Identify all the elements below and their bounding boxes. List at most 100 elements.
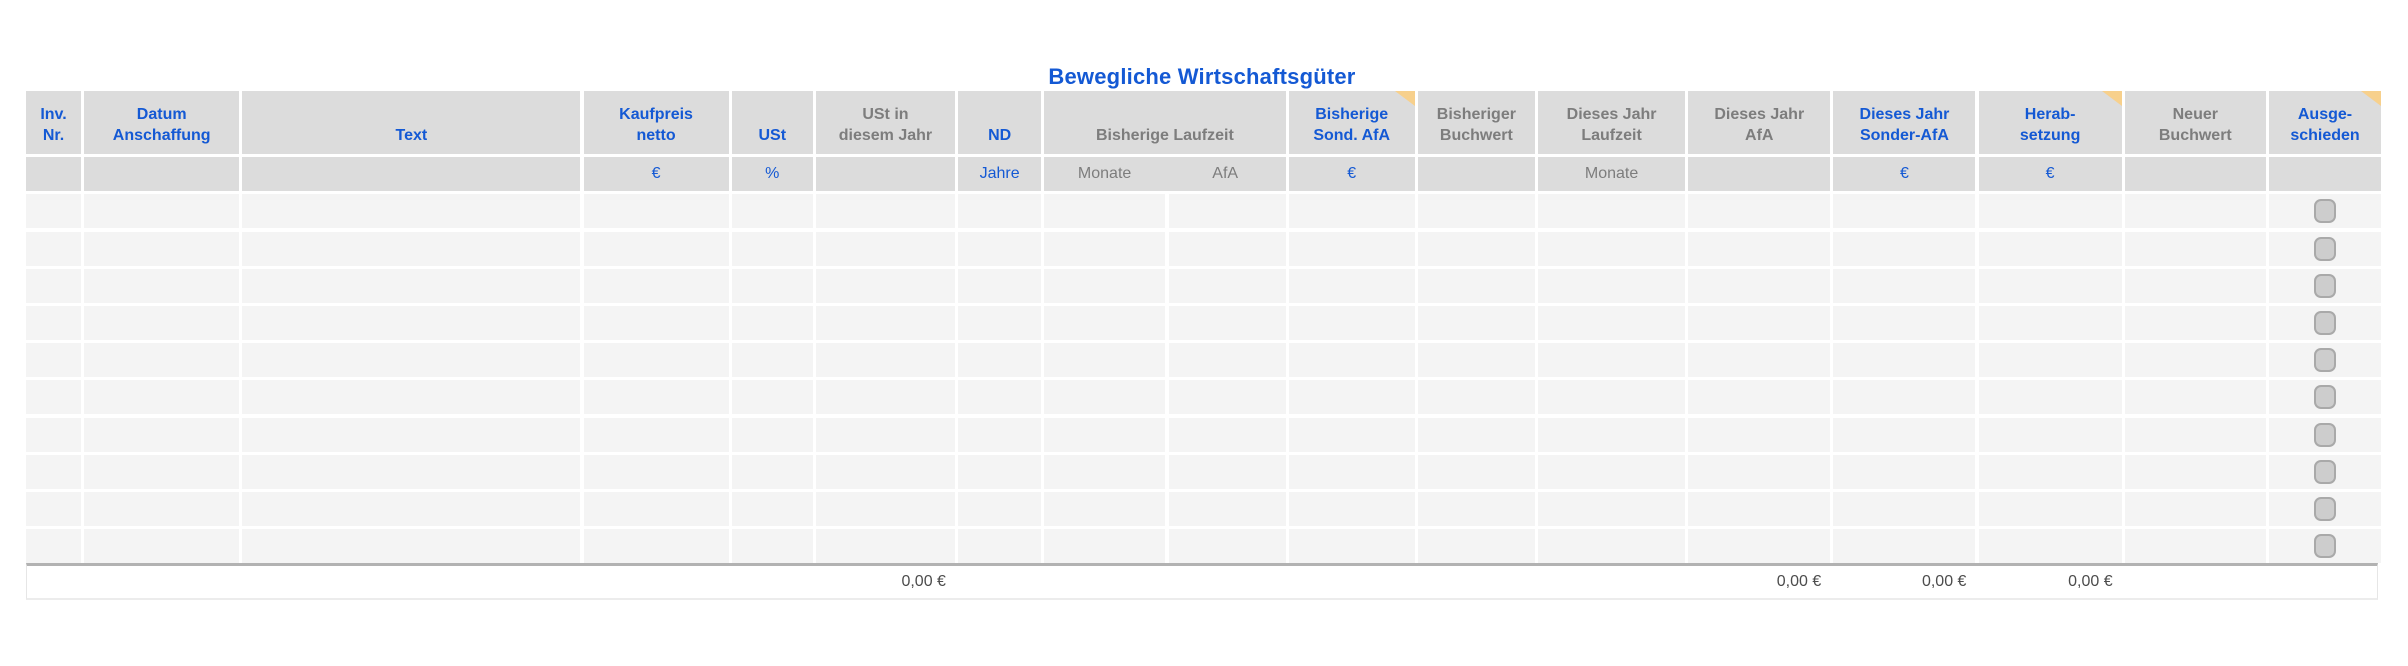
cell-ust-in-diesem-jahr[interactable] — [815, 231, 955, 266]
cell-datum-anschaffung[interactable] — [84, 417, 240, 452]
cell-bisherige-sond-afa[interactable] — [1288, 268, 1415, 303]
cell-datum-anschaffung[interactable] — [84, 231, 240, 266]
ausgeschieden-checkbox[interactable] — [2314, 385, 2336, 410]
cell-bisherige-laufzeit-monate[interactable] — [1044, 417, 1166, 452]
cell-text[interactable] — [242, 491, 581, 526]
column-unit-neuer-buchwert[interactable] — [2124, 157, 2266, 192]
cell-bisherige-sond-afa[interactable] — [1288, 380, 1415, 415]
cell-bisheriger-buchwert[interactable] — [1417, 268, 1535, 303]
cell-dieses-jahr-sonder-afa[interactable] — [1833, 417, 1976, 452]
column-header-nd[interactable]: ND — [958, 91, 1042, 154]
cell-bisherige-laufzeit-afa[interactable] — [1168, 454, 1286, 489]
cell-kaufpreis-netto[interactable] — [583, 305, 729, 340]
cell-bisherige-laufzeit-afa[interactable] — [1168, 305, 1286, 340]
cell-dieses-jahr-laufzeit[interactable] — [1538, 417, 1686, 452]
cell-bisheriger-buchwert[interactable] — [1417, 231, 1535, 266]
column-header-ust-in-diesem-jahr[interactable]: USt in diesem Jahr — [815, 91, 955, 154]
cell-herab-setzung[interactable] — [1978, 268, 2122, 303]
column-header-datum-anschaffung[interactable]: Datum Anschaffung — [84, 91, 240, 154]
ausgeschieden-checkbox[interactable] — [2314, 310, 2336, 335]
cell-dieses-jahr-laufzeit[interactable] — [1538, 231, 1686, 266]
ausgeschieden-checkbox[interactable] — [2314, 459, 2336, 484]
column-unit-ust-in-diesem-jahr[interactable] — [815, 157, 955, 192]
cell-ust[interactable] — [731, 268, 813, 303]
cell-bisherige-laufzeit-afa[interactable] — [1168, 529, 1286, 564]
cell-neuer-buchwert[interactable] — [2124, 491, 2266, 526]
cell-bisherige-laufzeit-afa[interactable] — [1168, 417, 1286, 452]
cell-ust[interactable] — [731, 343, 813, 378]
ausgeschieden-checkbox[interactable] — [2314, 534, 2336, 559]
cell-ausge-schieden[interactable] — [2269, 194, 2381, 229]
column-header-text[interactable]: Text — [242, 91, 581, 154]
cell-nd[interactable] — [958, 194, 1042, 229]
cell-ausge-schieden[interactable] — [2269, 491, 2381, 526]
cell-ausge-schieden[interactable] — [2269, 231, 2381, 266]
cell-kaufpreis-netto[interactable] — [583, 231, 729, 266]
cell-text[interactable] — [242, 380, 581, 415]
cell-bisheriger-buchwert[interactable] — [1417, 343, 1535, 378]
column-header-herab-setzung[interactable]: Herab- setzung — [1978, 91, 2122, 154]
column-header-inv-nr[interactable]: Inv. Nr. — [26, 91, 81, 154]
cell-bisherige-sond-afa[interactable] — [1288, 491, 1415, 526]
ausgeschieden-checkbox[interactable] — [2314, 348, 2336, 373]
cell-neuer-buchwert[interactable] — [2124, 343, 2266, 378]
cell-ausge-schieden[interactable] — [2269, 454, 2381, 489]
cell-bisheriger-buchwert[interactable] — [1417, 454, 1535, 489]
cell-ust-in-diesem-jahr[interactable] — [815, 491, 955, 526]
cell-bisherige-sond-afa[interactable] — [1288, 194, 1415, 229]
cell-ust[interactable] — [731, 529, 813, 564]
cell-bisherige-laufzeit-afa[interactable] — [1168, 268, 1286, 303]
cell-ust-in-diesem-jahr[interactable] — [815, 454, 955, 489]
cell-ust-in-diesem-jahr[interactable] — [815, 194, 955, 229]
cell-bisherige-laufzeit-monate[interactable] — [1044, 491, 1166, 526]
ausgeschieden-checkbox[interactable] — [2314, 199, 2336, 224]
total-dieses-jahr-afa[interactable]: 0,00 € — [1776, 573, 1822, 591]
cell-bisherige-sond-afa[interactable] — [1288, 454, 1415, 489]
cell-bisherige-sond-afa[interactable] — [1288, 305, 1415, 340]
cell-kaufpreis-netto[interactable] — [583, 268, 729, 303]
cell-text[interactable] — [242, 454, 581, 489]
cell-dieses-jahr-afa[interactable] — [1688, 194, 1831, 229]
cell-bisherige-laufzeit-afa[interactable] — [1168, 343, 1286, 378]
cell-dieses-jahr-sonder-afa[interactable] — [1833, 491, 1976, 526]
cell-datum-anschaffung[interactable] — [84, 454, 240, 489]
ausgeschieden-checkbox[interactable] — [2314, 236, 2336, 261]
cell-dieses-jahr-sonder-afa[interactable] — [1833, 305, 1976, 340]
cell-text[interactable] — [242, 231, 581, 266]
cell-inv-nr[interactable] — [26, 380, 81, 415]
ausgeschieden-checkbox[interactable] — [2314, 422, 2336, 447]
cell-dieses-jahr-sonder-afa[interactable] — [1833, 268, 1976, 303]
cell-nd[interactable] — [958, 529, 1042, 564]
cell-datum-anschaffung[interactable] — [84, 194, 240, 229]
column-unit-dieses-jahr-sonder-afa[interactable]: € — [1833, 157, 1976, 192]
cell-bisherige-laufzeit-afa[interactable] — [1168, 231, 1286, 266]
cell-ust-in-diesem-jahr[interactable] — [815, 529, 955, 564]
cell-ust-in-diesem-jahr[interactable] — [815, 305, 955, 340]
cell-nd[interactable] — [958, 231, 1042, 266]
cell-dieses-jahr-sonder-afa[interactable] — [1833, 454, 1976, 489]
cell-datum-anschaffung[interactable] — [84, 380, 240, 415]
cell-ust[interactable] — [731, 454, 813, 489]
cell-ausge-schieden[interactable] — [2269, 305, 2381, 340]
cell-inv-nr[interactable] — [26, 529, 81, 564]
column-unit-kaufpreis-netto[interactable]: € — [583, 157, 729, 192]
cell-dieses-jahr-afa[interactable] — [1688, 305, 1831, 340]
column-unit-ausge-schieden[interactable] — [2269, 157, 2381, 192]
cell-ausge-schieden[interactable] — [2269, 529, 2381, 564]
cell-datum-anschaffung[interactable] — [84, 491, 240, 526]
cell-inv-nr[interactable] — [26, 454, 81, 489]
cell-dieses-jahr-afa[interactable] — [1688, 268, 1831, 303]
cell-bisherige-laufzeit-monate[interactable] — [1044, 194, 1166, 229]
column-header-ausge-schieden[interactable]: Ausge- schieden — [2269, 91, 2381, 154]
cell-bisherige-laufzeit-afa[interactable] — [1168, 194, 1286, 229]
total-dieses-jahr-sonder-afa[interactable]: 0,00 € — [1921, 573, 1967, 591]
cell-dieses-jahr-afa[interactable] — [1688, 417, 1831, 452]
cell-ust-in-diesem-jahr[interactable] — [815, 380, 955, 415]
cell-ausge-schieden[interactable] — [2269, 268, 2381, 303]
cell-herab-setzung[interactable] — [1978, 529, 2122, 564]
column-header-ust[interactable]: USt — [731, 91, 813, 154]
cell-herab-setzung[interactable] — [1978, 380, 2122, 415]
cell-kaufpreis-netto[interactable] — [583, 454, 729, 489]
cell-bisherige-sond-afa[interactable] — [1288, 231, 1415, 266]
cell-text[interactable] — [242, 417, 581, 452]
